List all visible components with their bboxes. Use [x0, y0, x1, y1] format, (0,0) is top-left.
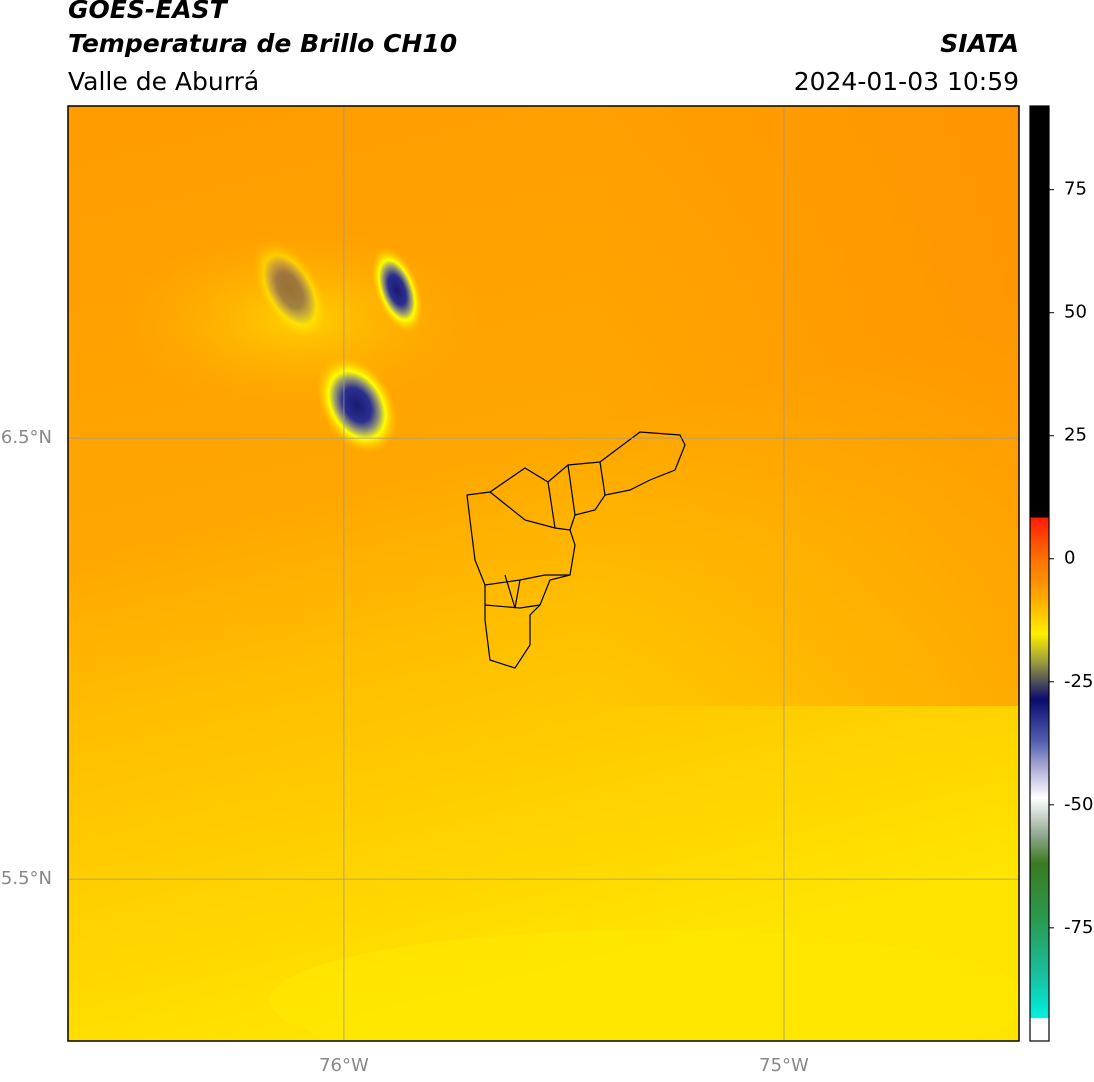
colorbar	[1029, 105, 1050, 1042]
y-tick-label: 5.5°N	[1, 868, 52, 889]
title: GOES-EAST	[68, 0, 229, 24]
colorbar-tick-label: -50	[1064, 794, 1093, 815]
y-tick-label: 6.5°N	[1, 427, 52, 448]
colorbar-tick-label: 75	[1064, 179, 1087, 200]
region: Valle de Aburrá	[68, 67, 259, 96]
map-image	[68, 106, 1019, 1041]
colorbar-tick-label: 50	[1064, 302, 1087, 323]
source: SIATA	[940, 29, 1019, 58]
x-tick-label: 76°W	[319, 1055, 369, 1076]
colorbar-tick-label: -75	[1064, 917, 1093, 938]
x-tick-label: 75°W	[759, 1055, 809, 1076]
colorbar-tick-label: 25	[1064, 425, 1087, 446]
datetime: 2024-01-03 10:59	[794, 67, 1019, 96]
colorbar-tick-label: -25	[1064, 671, 1093, 692]
grid	[68, 106, 1019, 1041]
subtitle: Temperatura de Brillo CH10	[68, 29, 457, 58]
colorbar-tick-label: 0	[1064, 548, 1075, 569]
map-frame	[67, 105, 1020, 1042]
